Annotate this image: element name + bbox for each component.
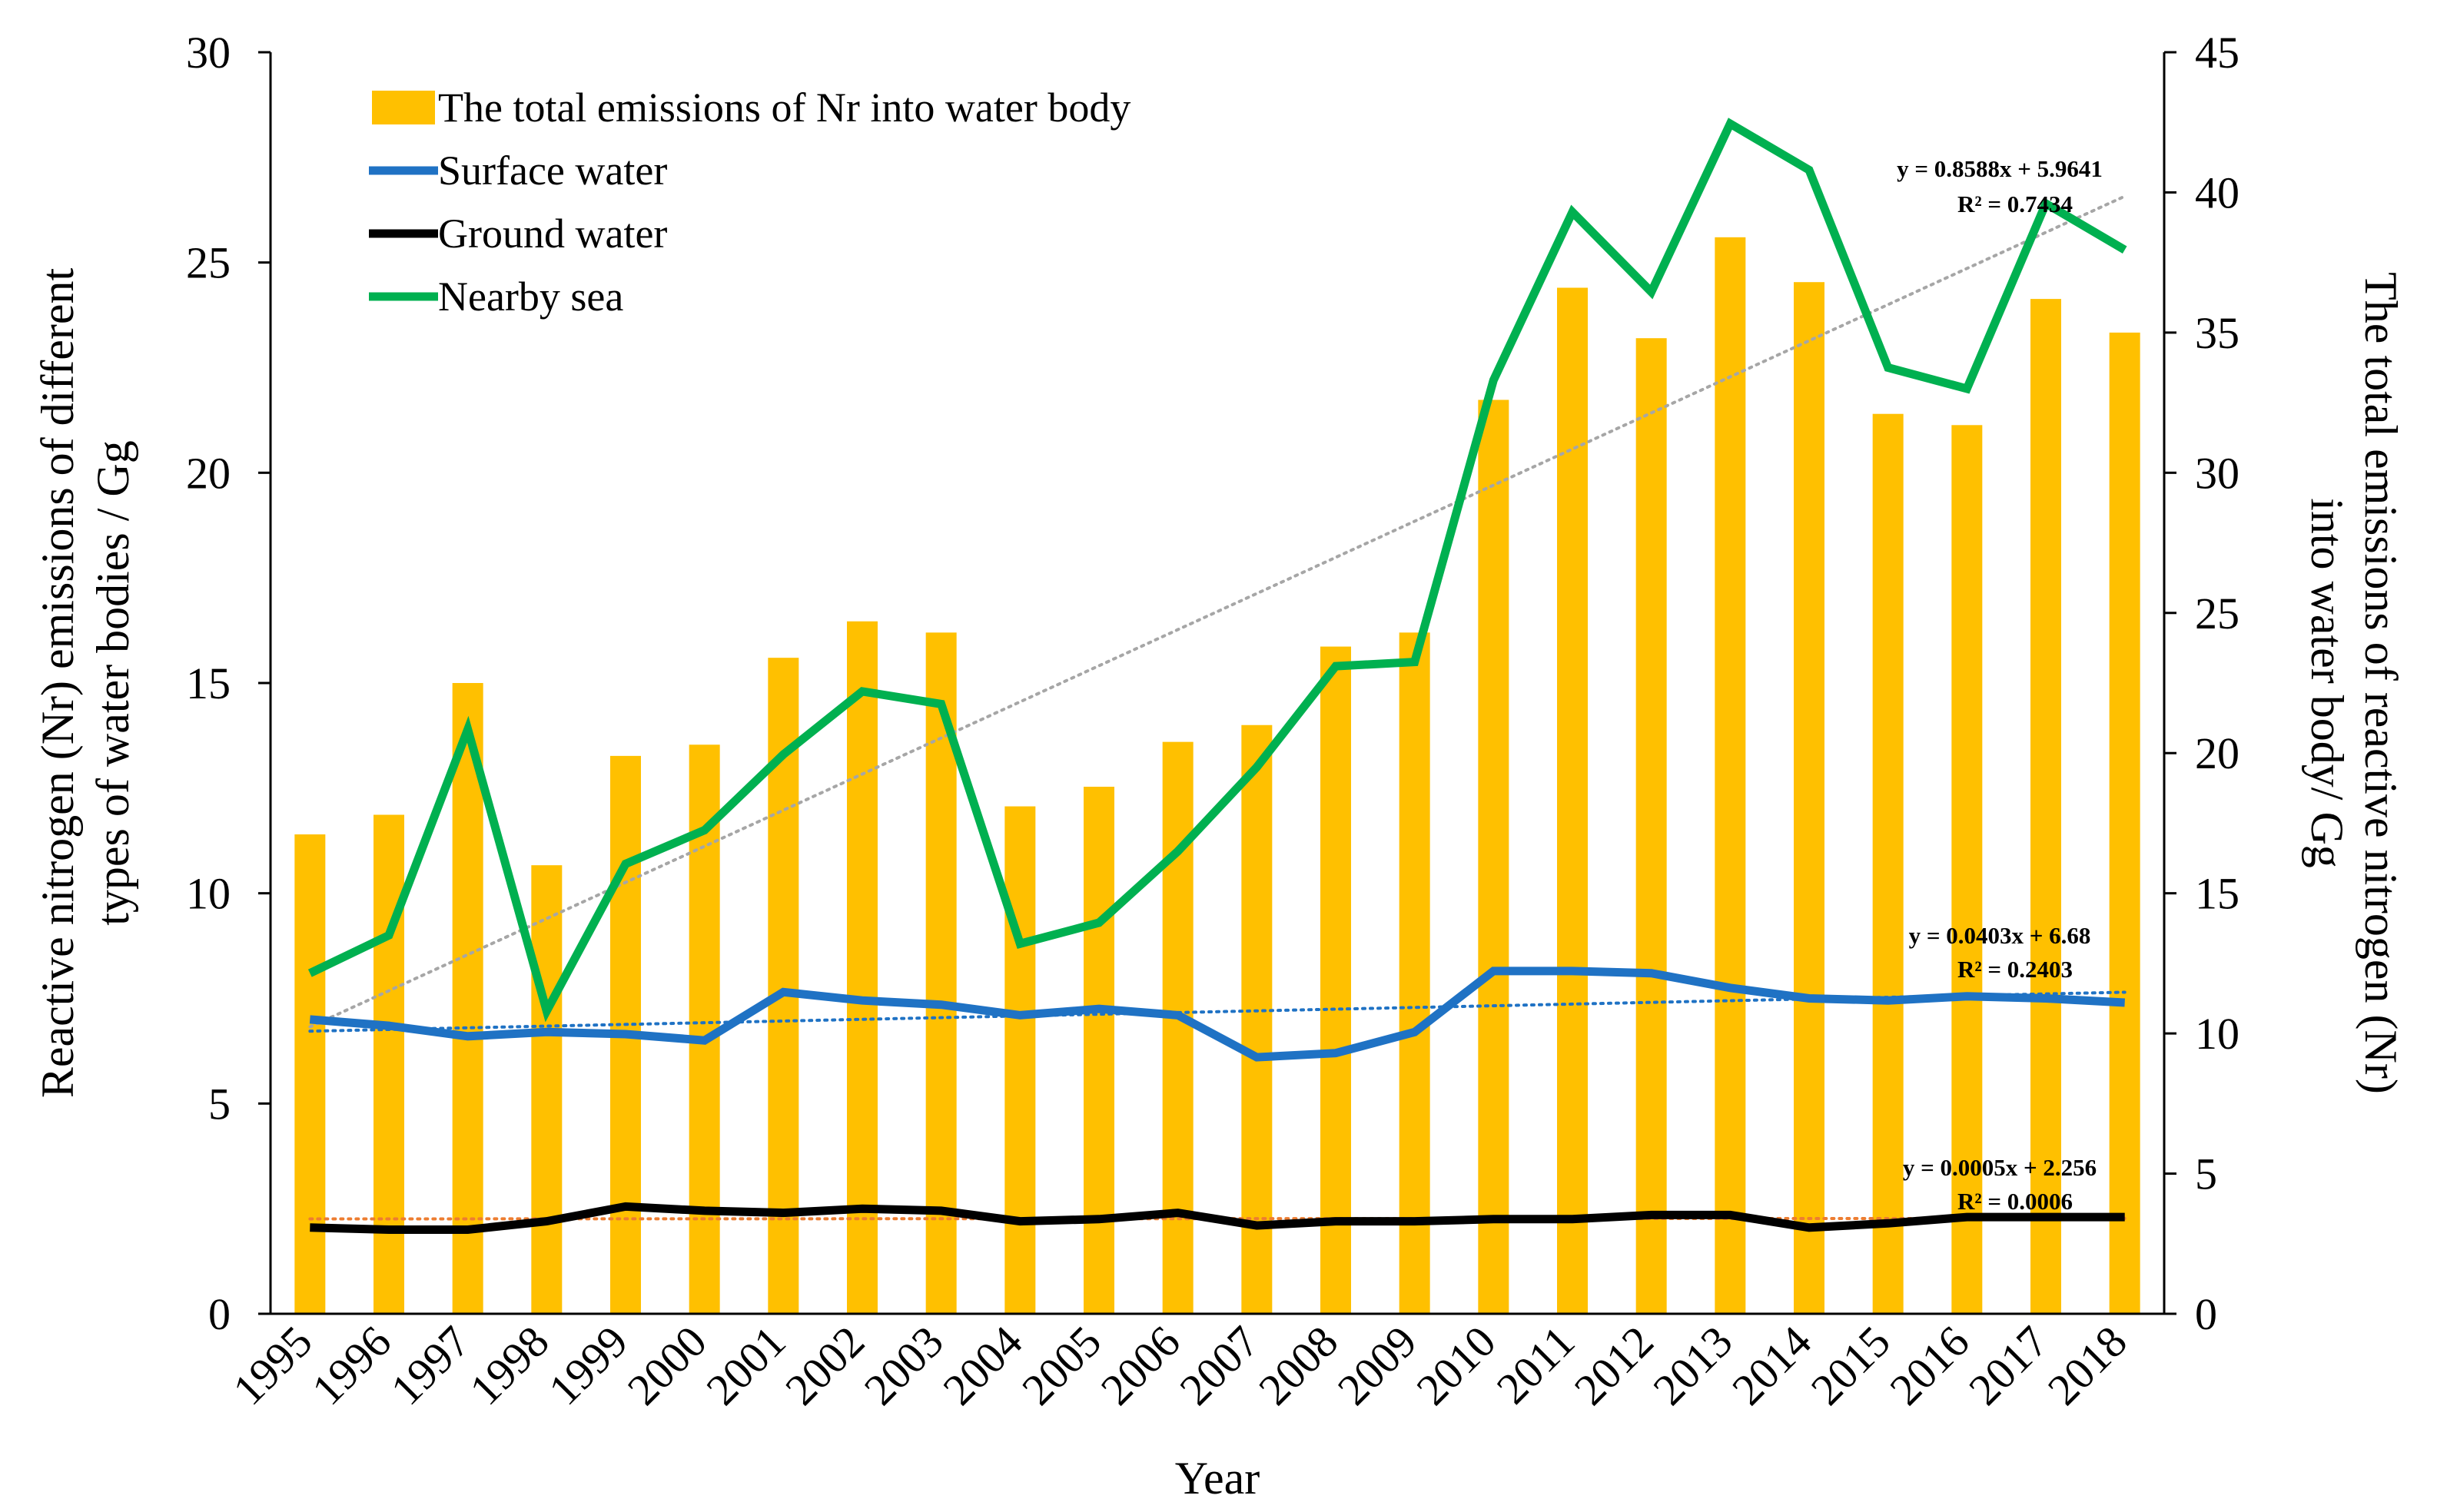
bar-1996 [374, 814, 404, 1314]
left-tick-label: 10 [186, 869, 231, 919]
trendlines-layer [308, 194, 2127, 1221]
right-axis-title-line-1: The total emissions of reactive nitrogen… [2356, 272, 2406, 1094]
right-axis-title-line-2: into water body/ Gg [2302, 498, 2352, 868]
legend-swatch-the-total-emissions-of-nr-into-water-body [372, 91, 435, 124]
bar-2018 [2109, 332, 2140, 1314]
x-tick-label-2011: 2011 [1487, 1316, 1584, 1413]
x-tick-label-2018: 2018 [2038, 1316, 2137, 1414]
left-tick-label: 0 [208, 1289, 231, 1339]
x-tick-label-2006: 2006 [1091, 1316, 1190, 1414]
right-tick-label: 15 [2195, 869, 2239, 919]
bar-2017 [2030, 299, 2061, 1314]
bar-2010 [1478, 400, 1509, 1315]
x-tick-label-2001: 2001 [697, 1316, 795, 1414]
right-tick-label: 20 [2195, 728, 2239, 778]
legend-label-ground-water: Ground water [438, 211, 667, 257]
x-tick-label-2007: 2007 [1170, 1316, 1269, 1414]
bar-2008 [1320, 646, 1351, 1314]
legend-label-the-total-emissions-of-nr-into-water-body: The total emissions of Nr into water bod… [438, 85, 1131, 131]
bar-1997 [452, 683, 483, 1314]
x-tick-label-2000: 2000 [618, 1316, 716, 1414]
bar-2009 [1399, 632, 1430, 1314]
x-tick-label-2012: 2012 [1565, 1316, 1663, 1414]
trendline-nearby-sea [308, 194, 2127, 1029]
bar-2012 [1635, 338, 1667, 1315]
bar-1995 [294, 834, 326, 1314]
bar-2004 [1004, 806, 1036, 1314]
x-tick-label-2016: 2016 [1881, 1316, 1979, 1414]
line-nearby-sea [307, 118, 2127, 1023]
x-tick-label-2017: 2017 [1959, 1316, 2057, 1414]
trend-equation-ground-water: y = 0.0005x + 2.256 [1903, 1154, 2097, 1181]
x-tick-label-1996: 1996 [302, 1316, 400, 1414]
line-ground-water [310, 1202, 2125, 1234]
x-tick-label-1999: 1999 [539, 1316, 637, 1414]
trend-equation-nearby-sea: y = 0.8588x + 5.9641 [1897, 155, 2103, 182]
x-tick-label-2015: 2015 [1801, 1316, 1900, 1414]
x-axis-title: Year [1175, 1453, 1260, 1504]
right-tick-label: 45 [2195, 28, 2239, 78]
right-tick-label: 25 [2195, 589, 2239, 638]
axes-layer [258, 51, 2176, 1315]
left-tick-label: 15 [186, 658, 231, 708]
left-tick-label: 20 [186, 448, 231, 498]
trend-r2-nearby-sea: R² = 0.7434 [1957, 191, 2073, 217]
left-tick-label: 25 [186, 238, 231, 288]
right-tick-label: 5 [2195, 1149, 2217, 1199]
right-tick-label: 10 [2195, 1009, 2239, 1059]
bar-2014 [1794, 282, 1824, 1315]
left-tick-label: 5 [208, 1079, 231, 1129]
trend-r2-ground-water: R² = 0.0006 [1957, 1188, 2073, 1215]
bar-2007 [1241, 724, 1273, 1314]
x-tick-label-2004: 2004 [934, 1316, 1032, 1414]
bar-2006 [1162, 741, 1194, 1314]
left-axis-title-line-1: Reactive nitrogen (Nr) emissions of diff… [32, 268, 83, 1099]
x-tick-label-2002: 2002 [775, 1316, 874, 1414]
bar-2013 [1715, 237, 1746, 1314]
legend: The total emissions of Nr into water bod… [369, 85, 1131, 320]
x-tick-label-2008: 2008 [1249, 1316, 1347, 1414]
legend-label-nearby-sea: Nearby sea [438, 274, 623, 320]
right-tick-label: 35 [2195, 308, 2239, 358]
bar-2011 [1557, 287, 1588, 1315]
x-tick-label-1997: 1997 [381, 1316, 480, 1414]
x-tick-label-2003: 2003 [855, 1316, 953, 1414]
x-tick-label-1998: 1998 [460, 1316, 559, 1414]
trend-equation-surface-water: y = 0.0403x + 6.68 [1909, 922, 2091, 949]
x-tick-label-2010: 2010 [1407, 1316, 1506, 1414]
bar-2016 [1951, 425, 1983, 1314]
right-tick-label: 30 [2195, 448, 2239, 498]
right-tick-label: 40 [2195, 167, 2239, 217]
bar-2005 [1084, 787, 1114, 1314]
bar-1998 [531, 865, 563, 1314]
trend-r2-surface-water: R² = 0.2403 [1957, 956, 2073, 983]
x-tick-label-2005: 2005 [1012, 1316, 1111, 1414]
x-tick-label-1995: 1995 [224, 1316, 322, 1414]
legend-label-surface-water: Surface water [438, 148, 667, 194]
left-tick-label: 30 [186, 28, 231, 78]
x-tick-label-2009: 2009 [1328, 1316, 1426, 1414]
bar-2002 [847, 621, 878, 1314]
left-axis-title-line-2: types of water bodies / Gg [88, 440, 138, 926]
x-tick-label-2013: 2013 [1644, 1316, 1742, 1414]
x-tick-label-2014: 2014 [1722, 1316, 1821, 1414]
bars-layer [294, 237, 2140, 1315]
right-tick-label: 0 [2195, 1289, 2217, 1339]
lines-layer [307, 118, 2127, 1234]
bar-2015 [1872, 413, 1904, 1314]
line-surface-water [309, 967, 2125, 1062]
